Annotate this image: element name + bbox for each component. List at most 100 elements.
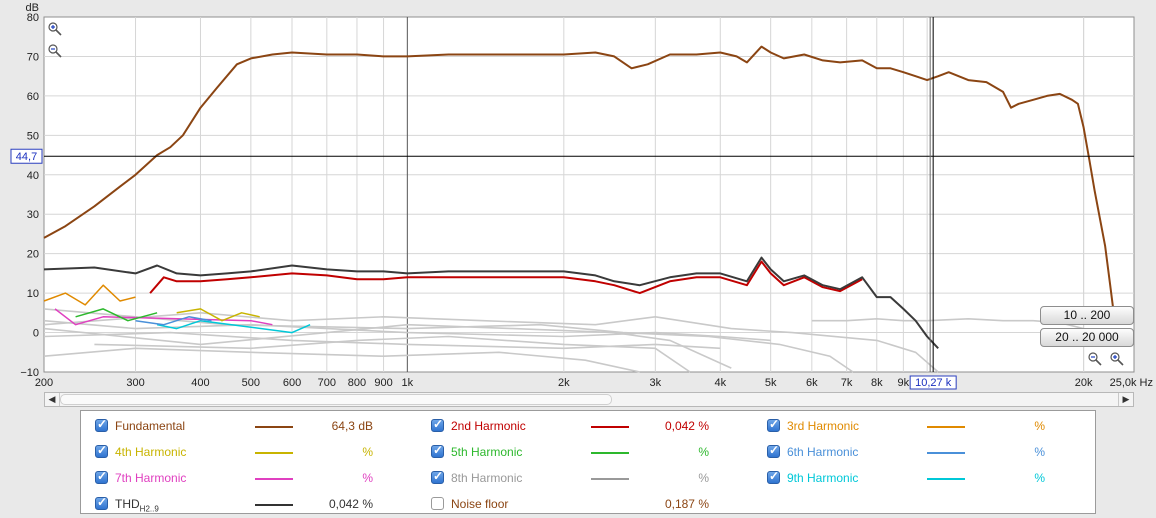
legend-value: % <box>1034 471 1045 485</box>
cursor-x-readout: 10,27 k <box>915 377 952 389</box>
legend-label-text: 8th Harmonic <box>451 471 523 485</box>
x-tick-label: 1k <box>402 377 414 389</box>
y-tick-label: 50 <box>27 130 39 142</box>
legend-swatch <box>591 478 629 480</box>
y-tick-label: 70 <box>27 51 39 63</box>
x-tick-label: 300 <box>126 377 144 389</box>
y-axis-label: dB <box>26 2 39 14</box>
legend-label-text: 4th Harmonic <box>115 445 187 459</box>
y-tick-label: −10 <box>20 367 39 379</box>
zoom-in-vertical-icon[interactable] <box>48 22 62 36</box>
series-line-6th-harmonic <box>135 316 212 326</box>
checkbox-6th-harmonic[interactable]: ✓ <box>767 443 780 458</box>
legend-label: 6th Harmonic <box>787 445 858 459</box>
x-tick-label: 900 <box>374 377 392 389</box>
legend-label: 3rd Harmonic <box>787 419 859 433</box>
chart[interactable]: 80 70 60 50 40 30 20 10 0 −10 dB 200 300 400 500 600 700… <box>0 0 1156 392</box>
checkbox-3rd-harmonic[interactable]: ✓ <box>767 417 780 432</box>
legend-label: 8th Harmonic <box>451 471 522 485</box>
checkbox-noise-floor[interactable] <box>431 497 444 510</box>
legend-swatch <box>927 478 965 480</box>
x-tick-label: 8k <box>871 377 883 389</box>
legend-label-text: THD <box>115 497 140 511</box>
x-tick-label: 4k <box>714 377 726 389</box>
series-line-3rd-harmonic <box>43 284 136 306</box>
checkbox-5th-harmonic[interactable]: ✓ <box>431 443 444 458</box>
checkmark-icon: ✓ <box>769 443 780 457</box>
range-20-20000-button[interactable]: 20 .. 20 000 <box>1040 328 1134 347</box>
legend-value: % <box>698 471 709 485</box>
legend-value: 0,187 % <box>664 497 709 511</box>
y-tick-label: 20 <box>27 249 39 261</box>
checkmark-icon: ✓ <box>433 417 444 431</box>
legend-swatch <box>255 426 293 428</box>
x-tick-label: 25,0k Hz <box>1110 377 1153 389</box>
legend-item-6th-harmonic: ✓ 6th Harmonic% <box>767 443 1087 461</box>
legend-swatch <box>927 452 965 454</box>
legend-item-noise-floor: Noise floor 0,187 % <box>431 495 751 513</box>
cursor-y-readout-box <box>10 148 43 164</box>
legend-item-7th-harmonic: ✓ 7th Harmonic% <box>95 469 415 487</box>
legend-label-text: 2nd Harmonic <box>451 419 526 433</box>
cursor-x-readout-box <box>909 375 957 390</box>
zoom-out-horizontal-icon[interactable] <box>1088 352 1102 366</box>
legend-label-subscript: H2..9 <box>139 504 159 514</box>
legend-item-5th-harmonic: ✓ 5th Harmonic% <box>431 443 751 461</box>
x-tick-label: 400 <box>191 377 209 389</box>
series-line-5th-harmonic <box>75 308 158 322</box>
legend-swatch <box>927 426 965 428</box>
legend-item-8th-harmonic: ✓ 8th Harmonic% <box>431 469 751 487</box>
horizontal-scrollbar[interactable]: ◀ ▶ <box>44 392 1134 407</box>
legend-panel: ✓ Fundamental 64,3 dB ✓ 2nd Harmonic 0,042 % ✓… <box>80 410 1096 514</box>
legend-label: Noise floor <box>451 497 508 511</box>
checkmark-icon: ✓ <box>433 443 444 457</box>
grey-harmonic-line <box>43 308 854 373</box>
checkbox-2nd-harmonic[interactable]: ✓ <box>431 417 444 432</box>
scroll-right-icon[interactable]: ▶ <box>1118 393 1133 406</box>
legend-item-3rd-harmonic: ✓ 3rd Harmonic% <box>767 417 1087 435</box>
checkbox-9th-harmonic[interactable]: ✓ <box>767 469 780 484</box>
checkmark-icon: ✓ <box>97 469 108 483</box>
legend-label-text: 9th Harmonic <box>787 471 859 485</box>
checkmark-icon: ✓ <box>433 469 444 483</box>
checkbox-8th-harmonic[interactable]: ✓ <box>431 469 444 484</box>
legend-value: % <box>1034 445 1045 459</box>
checkbox-fundamental[interactable]: ✓ <box>95 417 108 432</box>
series-line-fundamental <box>43 45 1117 325</box>
checkmark-icon: ✓ <box>97 443 108 457</box>
legend-label-text: 5th Harmonic <box>451 445 523 459</box>
y-tick-label: 60 <box>27 91 39 103</box>
legend-value: % <box>698 445 709 459</box>
series-line-7th-harmonic <box>54 308 273 326</box>
y-tick-label: 40 <box>27 170 39 182</box>
checkbox-thd[interactable]: ✓ <box>95 495 108 510</box>
legend-value: % <box>1034 419 1045 433</box>
x-tick-label: 20k <box>1075 377 1093 389</box>
scrollbar-thumb[interactable] <box>60 394 612 405</box>
checkmark-icon: ✓ <box>97 495 108 509</box>
x-tick-label: 700 <box>318 377 336 389</box>
checkbox-7th-harmonic[interactable]: ✓ <box>95 469 108 484</box>
zoom-out-vertical-icon[interactable] <box>48 44 62 58</box>
legend-label: 4th Harmonic <box>115 445 186 459</box>
series-line-2nd-harmonic <box>149 260 863 295</box>
x-tick-label: 3k <box>650 377 662 389</box>
scroll-left-icon[interactable]: ◀ <box>45 393 60 406</box>
legend-label: 7th Harmonic <box>115 471 186 485</box>
checkmark-icon: ✓ <box>97 417 108 431</box>
range-10-200-button[interactable]: 10 .. 200 <box>1040 306 1134 325</box>
legend-label-text: 6th Harmonic <box>787 445 859 459</box>
legend-swatch <box>591 452 629 454</box>
legend-value: 64,3 dB <box>331 419 373 433</box>
grey-harmonic-line <box>94 335 691 373</box>
checkbox-4th-harmonic[interactable]: ✓ <box>95 443 108 458</box>
y-tick-label: 0 <box>33 328 39 340</box>
legend-item-4th-harmonic: ✓ 4th Harmonic% <box>95 443 415 461</box>
x-tick-label: 200 <box>35 377 53 389</box>
y-tick-label: 10 <box>27 288 39 300</box>
x-tick-label: 600 <box>283 377 301 389</box>
x-tick-label: 9k <box>898 377 910 389</box>
zoom-in-horizontal-icon[interactable] <box>1110 352 1124 366</box>
legend-label-text: 3rd Harmonic <box>787 419 860 433</box>
y-tick-label: 80 <box>27 12 39 24</box>
